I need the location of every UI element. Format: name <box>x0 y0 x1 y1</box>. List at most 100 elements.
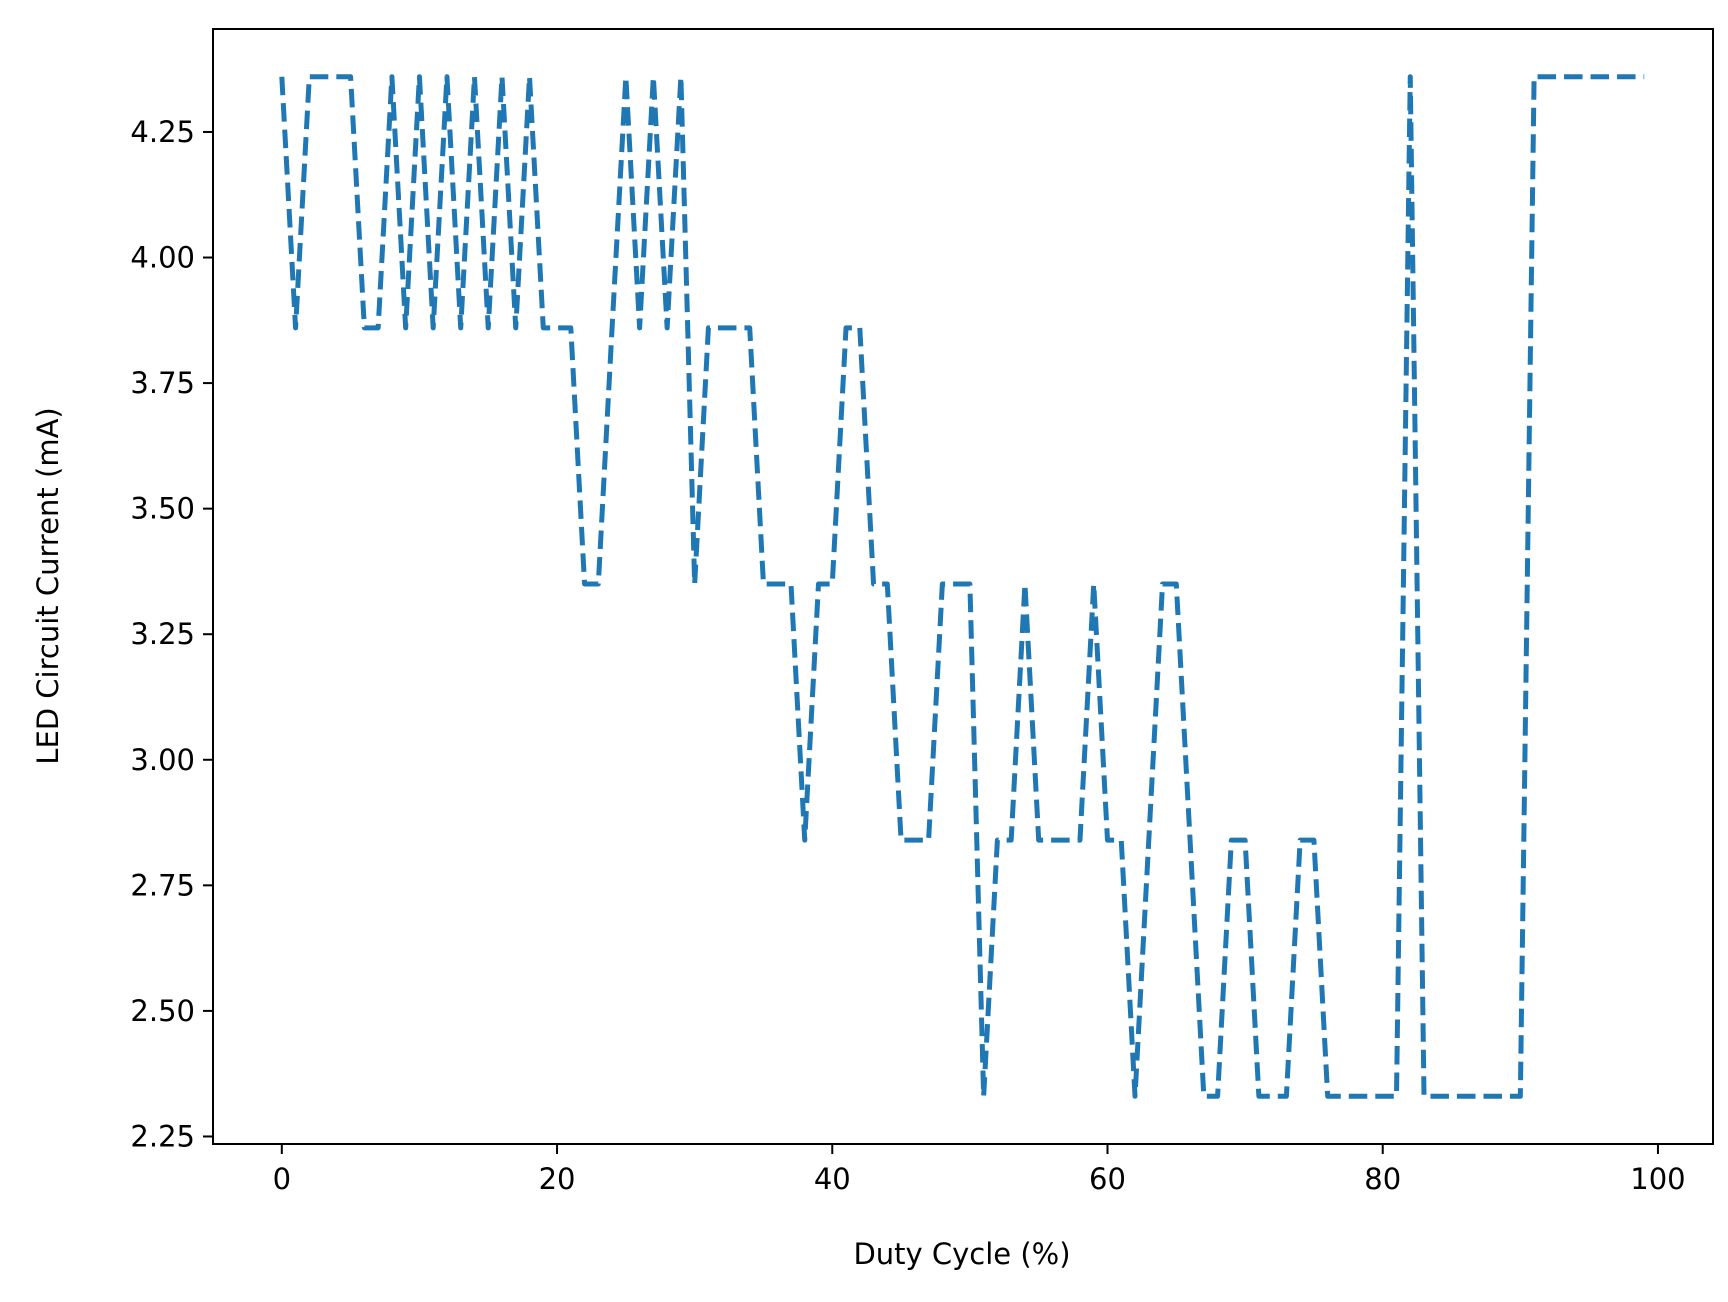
data-point <box>788 581 793 586</box>
data-point <box>1270 1094 1275 1099</box>
data-point <box>417 74 422 79</box>
data-point <box>1642 74 1647 79</box>
data-point <box>747 325 752 330</box>
x-tick-label: 60 <box>1089 1162 1126 1196</box>
data-point <box>637 325 642 330</box>
data-point <box>1449 1094 1454 1099</box>
data-point <box>1256 1094 1261 1099</box>
y-axis-label: LED Circuit Current (mA) <box>31 407 65 764</box>
data-point <box>555 325 560 330</box>
data-point <box>582 581 587 586</box>
data-point <box>1394 1094 1399 1099</box>
y-tick-label: 2.75 <box>130 868 195 902</box>
data-point <box>623 74 628 79</box>
y-tick-label: 3.25 <box>130 617 195 651</box>
y-tick-label: 3.50 <box>130 492 195 526</box>
data-point <box>1380 1094 1385 1099</box>
data-point <box>362 325 367 330</box>
data-point <box>1119 838 1124 843</box>
data-point <box>967 581 972 586</box>
data-point <box>1600 74 1605 79</box>
data-point <box>678 74 683 79</box>
x-tick-label: 40 <box>814 1162 851 1196</box>
data-point <box>527 74 532 79</box>
data-point <box>1009 838 1014 843</box>
data-point <box>376 325 381 330</box>
data-point <box>1477 1094 1482 1099</box>
plot-area-frame <box>212 28 1714 1145</box>
data-point <box>1587 74 1592 79</box>
data-point <box>472 74 477 79</box>
data-point <box>1298 838 1303 843</box>
data-point <box>389 74 394 79</box>
x-axis-ticks: 0 20 40 60 80 100 <box>273 1144 1686 1196</box>
data-point <box>995 838 1000 843</box>
data-point <box>775 581 780 586</box>
data-point <box>1518 1094 1523 1099</box>
y-axis-ticks: 2.25 2.50 2.75 3.00 3.25 3.50 3.75 4.00 4.25 <box>130 115 213 1153</box>
data-point <box>486 325 491 330</box>
data-point <box>706 325 711 330</box>
data-point <box>1366 1094 1371 1099</box>
x-tick-label: 100 <box>1630 1162 1685 1196</box>
data-point <box>1545 74 1550 79</box>
data-point <box>1408 74 1413 79</box>
data-point <box>293 325 298 330</box>
data-point <box>802 838 807 843</box>
data-point <box>1325 1094 1330 1099</box>
data-point <box>1160 581 1165 586</box>
series-layer <box>279 74 1647 1099</box>
data-point <box>954 581 959 586</box>
data-point <box>651 74 656 79</box>
x-tick-label: 80 <box>1364 1162 1401 1196</box>
data-point <box>1339 1094 1344 1099</box>
data-point <box>1022 581 1027 586</box>
data-point <box>1036 838 1041 843</box>
data-point <box>1091 581 1096 586</box>
data-point <box>1146 838 1151 843</box>
x-axis-label: Duty Cycle (%) <box>853 1237 1070 1271</box>
x-tick-label: 0 <box>273 1162 291 1196</box>
data-point <box>857 325 862 330</box>
data-point <box>1559 74 1564 79</box>
data-point <box>1435 1094 1440 1099</box>
data-point <box>1133 1094 1138 1099</box>
data-point <box>1284 1094 1289 1099</box>
data-point <box>499 74 504 79</box>
data-point <box>1353 1094 1358 1099</box>
data-point <box>458 325 463 330</box>
data-point <box>940 581 945 586</box>
data-point <box>692 581 697 586</box>
data-point <box>568 325 573 330</box>
series-line-0 <box>279 74 1645 1099</box>
data-point <box>720 325 725 330</box>
data-point <box>733 325 738 330</box>
data-point <box>926 838 931 843</box>
data-point <box>1311 838 1316 843</box>
data-point <box>1463 1094 1468 1099</box>
data-point <box>1229 838 1234 843</box>
data-point <box>981 1094 986 1099</box>
data-point <box>1064 838 1069 843</box>
data-point <box>1532 74 1537 79</box>
data-point <box>1077 838 1082 843</box>
y-tick-label: 2.50 <box>130 994 195 1028</box>
data-point <box>1201 1094 1206 1099</box>
data-point <box>1215 1094 1220 1099</box>
y-tick-label: 4.25 <box>130 115 195 149</box>
data-point <box>1504 1094 1509 1099</box>
data-point <box>912 838 917 843</box>
data-point <box>1573 74 1578 79</box>
data-point <box>321 74 326 79</box>
data-point <box>885 581 890 586</box>
data-point <box>844 325 849 330</box>
data-point <box>610 325 615 330</box>
data-point <box>1628 74 1633 79</box>
data-point <box>816 581 821 586</box>
data-point <box>665 325 670 330</box>
data-point <box>279 74 284 79</box>
data-point <box>334 74 339 79</box>
data-point <box>1174 581 1179 586</box>
